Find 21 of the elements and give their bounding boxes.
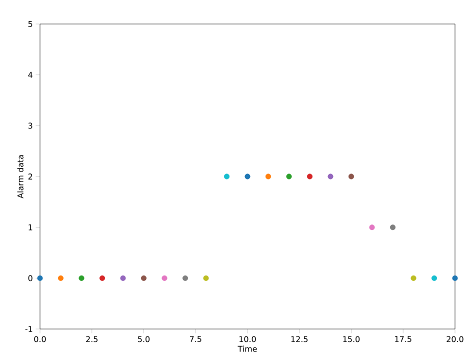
point: [203, 275, 209, 281]
point: [306, 174, 313, 180]
point: [348, 174, 354, 180]
point: [431, 275, 438, 281]
point: [162, 275, 168, 281]
point: [58, 275, 64, 281]
point: [390, 224, 396, 230]
point: [452, 275, 458, 281]
point: [99, 275, 106, 281]
point: [265, 174, 272, 180]
point: [224, 174, 230, 180]
point: [78, 275, 84, 281]
point: [286, 174, 292, 180]
point: [140, 275, 147, 281]
point: [410, 275, 416, 281]
point: [369, 224, 375, 230]
point: [37, 275, 43, 281]
point: [328, 174, 334, 180]
point: [120, 275, 126, 281]
point: [244, 174, 250, 180]
point: [182, 275, 188, 281]
